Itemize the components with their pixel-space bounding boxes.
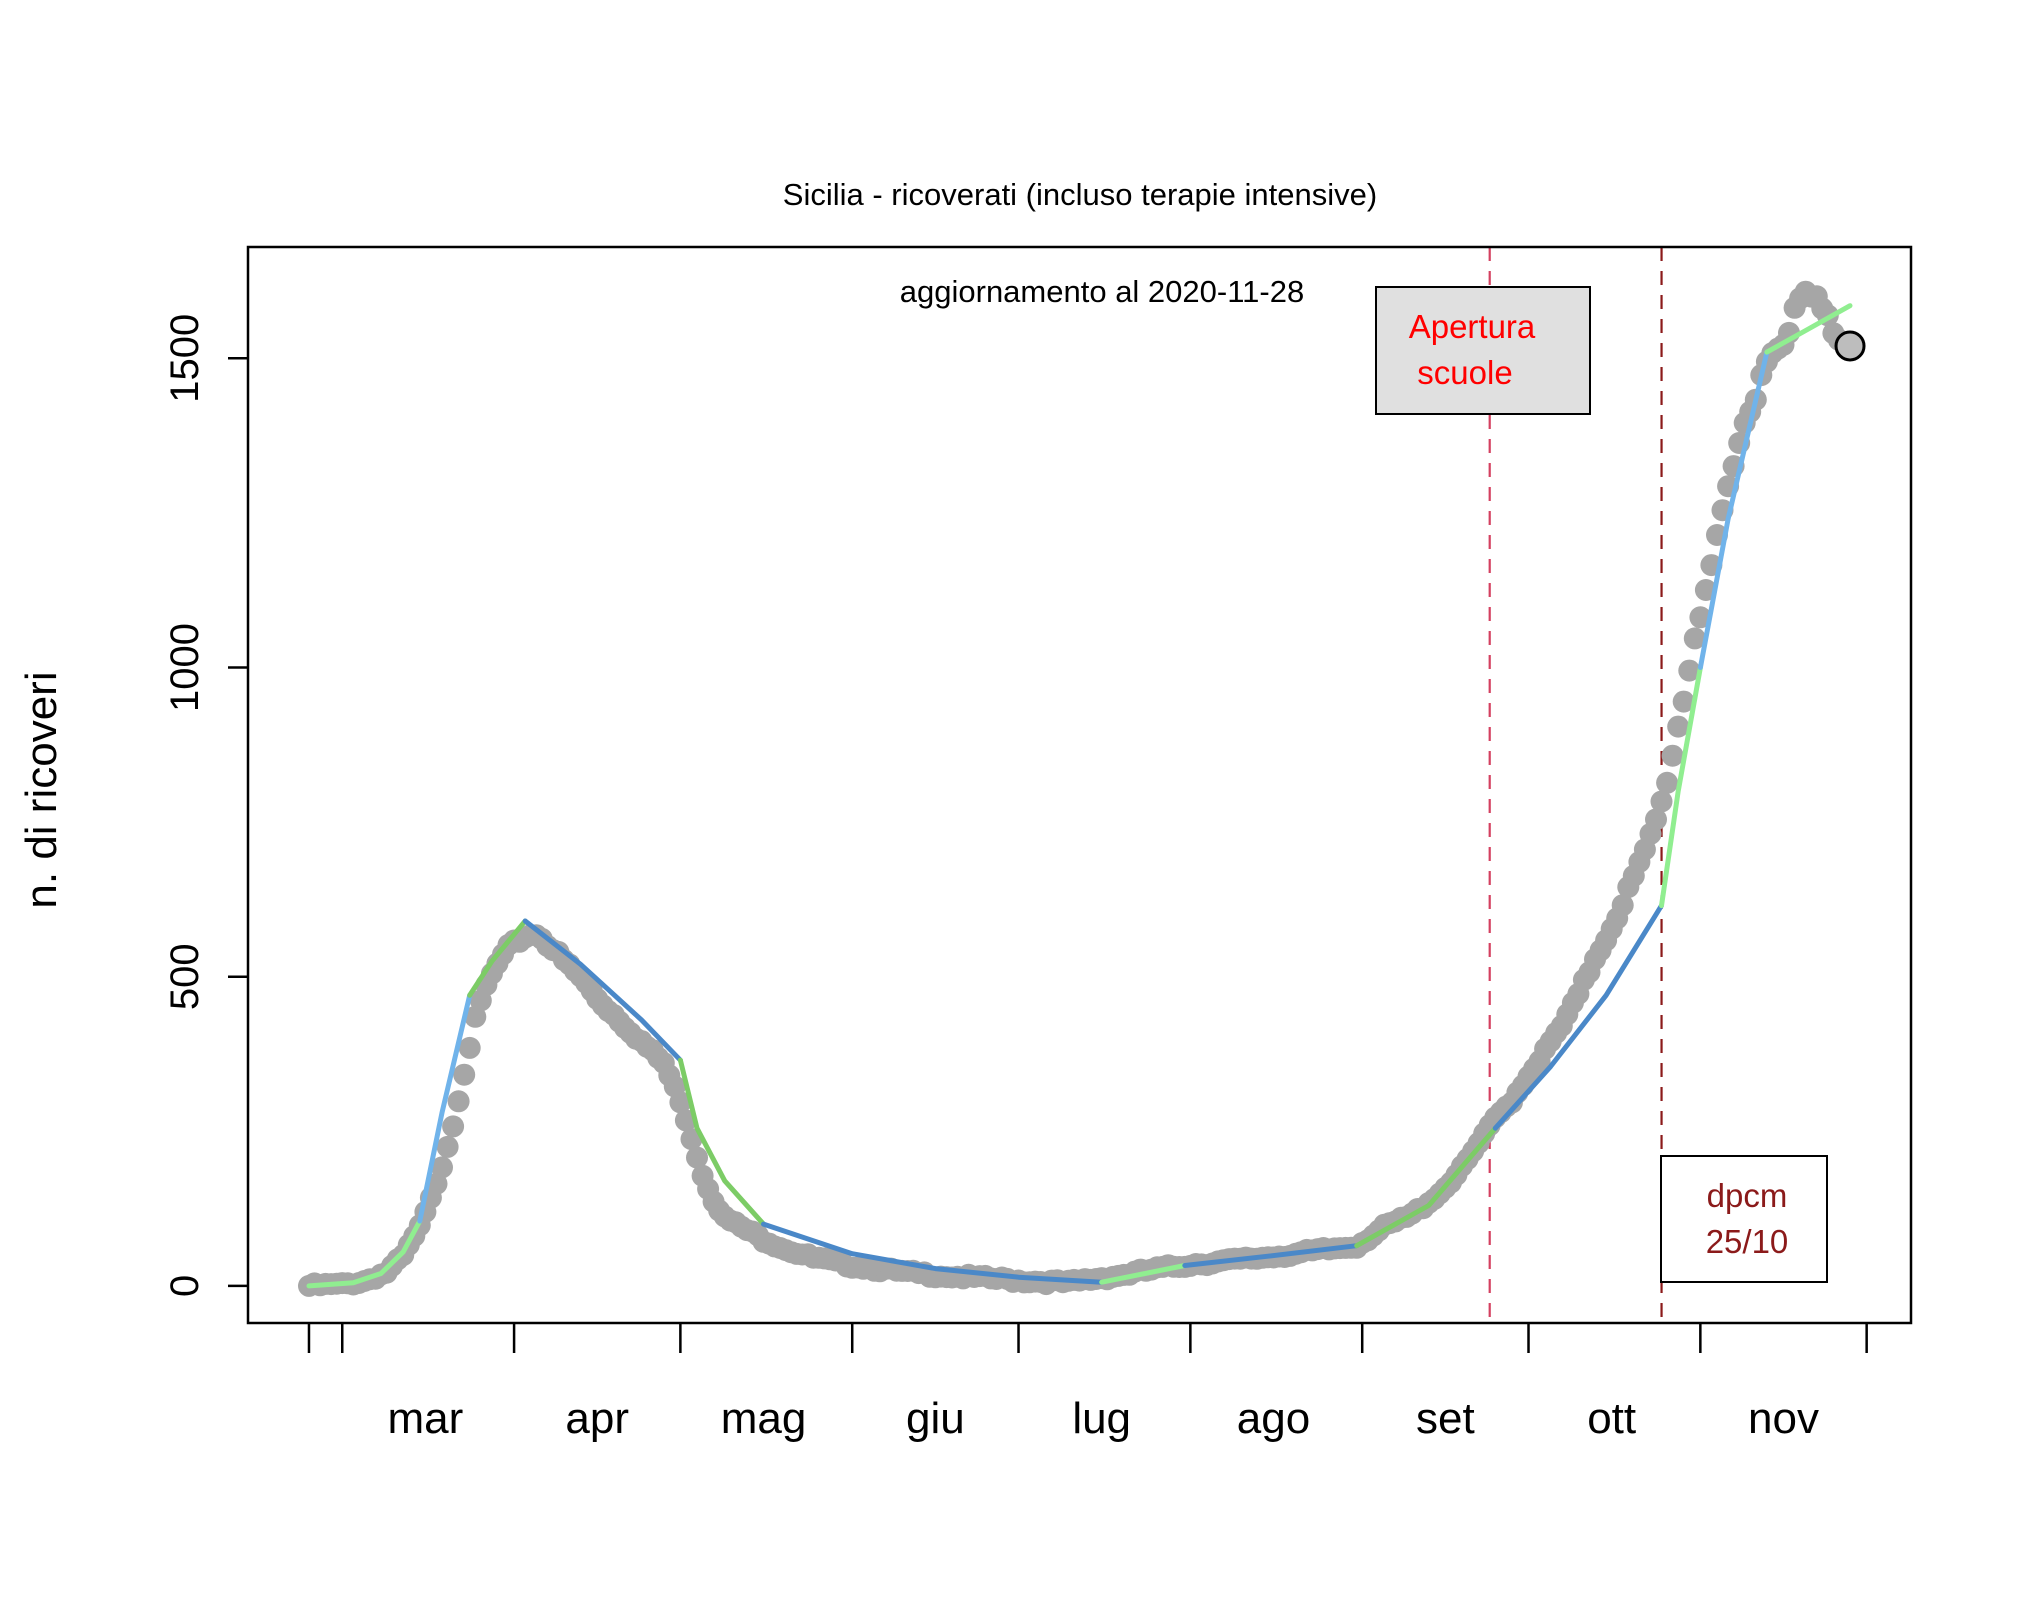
data-point [1672,690,1695,713]
y-axis: 0 500 1000 1500 [163,314,248,1297]
x-tick-label: lug [1072,1394,1131,1443]
fit-segment-6 [761,1221,1105,1285]
x-tick-label: ott [1587,1394,1636,1443]
y-tick-label: 500 [163,943,207,1010]
last-data-point [1834,330,1866,362]
dpcm-box [1660,1155,1828,1283]
fit-segment-11 [1659,665,1703,909]
fit-segment-10 [1492,903,1664,1131]
data-point [442,1115,465,1138]
fit-segment-13 [1764,303,1853,355]
fit-segment-4 [522,918,683,1063]
data-point [1611,894,1634,917]
school-opening-box [1375,286,1591,415]
data-point [436,1135,459,1158]
data-point [447,1090,470,1113]
fit-segment-7 [1099,1263,1188,1285]
plot-frame [246,245,1913,1325]
data-point [680,1128,703,1151]
school-opening-label-line1: Apertura [1409,308,1536,345]
x-tick-label: apr [565,1394,629,1443]
fit-segment-2 [417,992,473,1224]
fit-lines [306,303,1853,1289]
x-tick-label: mag [721,1394,807,1443]
annotations: Apertura scuole dpcm 25/10 [1375,286,1828,1283]
chart-title: Sicilia - ricoverati (incluso terapie in… [783,177,1377,212]
school-opening-label-line2: scuole [1417,354,1512,391]
fit-segment-12 [1697,349,1770,670]
fit-segment-9 [1354,1125,1498,1249]
data-point [453,1063,476,1086]
data-points [298,280,1850,1297]
dpcm-label-line2: 25/10 [1706,1223,1789,1260]
y-axis-label: n. di ricoveri [17,671,66,908]
x-tick-label: set [1416,1394,1475,1443]
last-point-group [1834,330,1866,362]
y-tick-label: 0 [163,1275,207,1297]
y-tick-label: 1500 [163,314,207,403]
x-tick-label: ago [1237,1394,1310,1443]
fit-segment-5 [677,1057,766,1227]
fit-segment-3 [467,918,528,998]
x-tick-label: mar [387,1394,463,1443]
data-point [1683,627,1706,650]
data-point [1667,715,1690,738]
data-point [458,1036,481,1059]
x-tick-label: giu [906,1394,965,1443]
x-tick-label: nov [1748,1394,1819,1443]
dpcm-label-line1: dpcm [1707,1177,1788,1214]
data-point [1645,808,1667,831]
chart-update-note: aggiornamento al 2020-11-28 [900,274,1304,309]
y-tick-label: 1000 [163,623,207,712]
fit-segment-1 [306,1218,423,1289]
data-point [669,1091,692,1114]
data-point [686,1146,708,1169]
data-point [1678,659,1701,682]
fit-segment-8 [1182,1243,1360,1268]
data-point [1656,771,1679,794]
data-point [1661,744,1684,767]
data-point [1689,606,1712,629]
data-point [431,1156,453,1179]
data-point [1650,790,1673,813]
x-axis: mar apr mag giu lug ago set ott nov [307,1323,1868,1443]
